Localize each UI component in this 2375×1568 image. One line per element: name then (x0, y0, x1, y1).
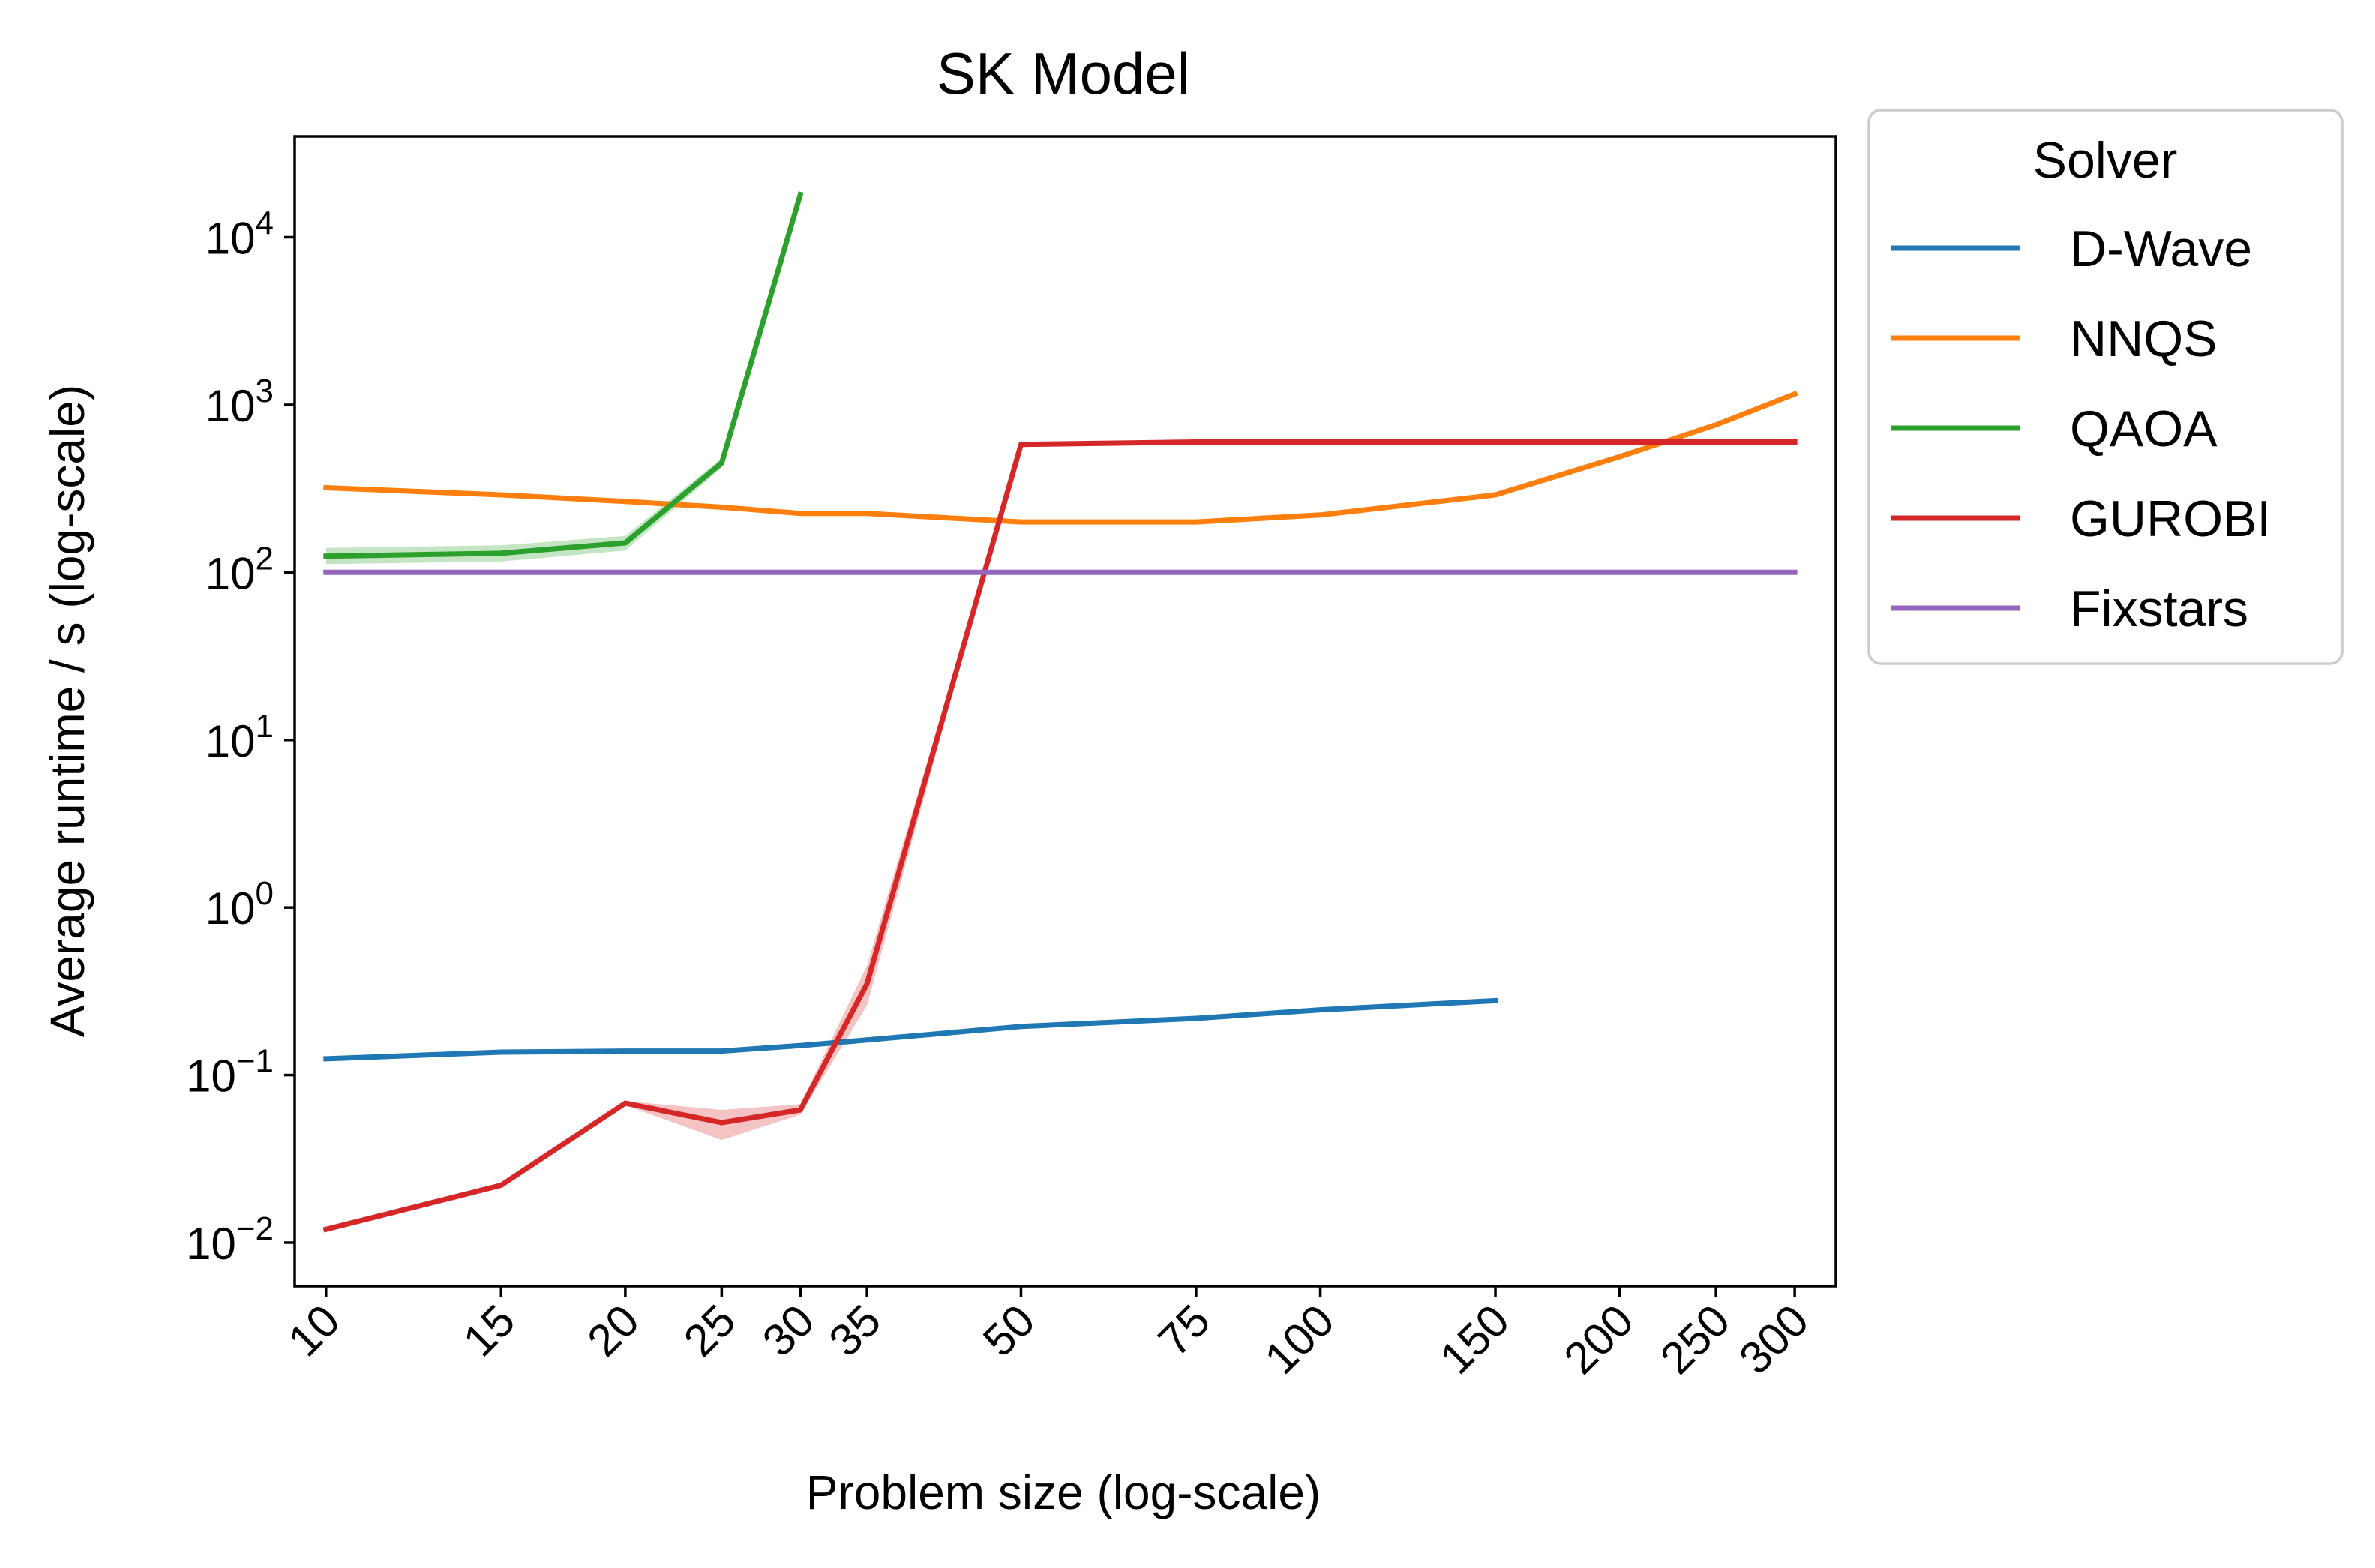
legend-entries: D-Wave NNQS QAOA GUROBI Fixstars (1891, 220, 2271, 637)
x-axis-label: Problem size (log-scale) (806, 1465, 1321, 1519)
y-axis-label: Average runtime / s (log-scale) (40, 385, 94, 1037)
series-lines (322, 191, 1798, 1233)
chart-title: SK Model (937, 40, 1190, 106)
legend-label-nnqs: NNQS (2070, 310, 2217, 367)
legend-label-d-wave: D-Wave (2070, 220, 2252, 277)
legend-label-fixstars: Fixstars (2070, 580, 2248, 637)
legend-label-gurobi: GUROBI (2070, 490, 2271, 547)
plot-frame (293, 135, 1837, 1288)
legend-label-qaoa: QAOA (2070, 400, 2218, 457)
plot-area (293, 135, 1837, 1288)
legend-title: Solver (2033, 132, 2178, 189)
series-line-nnqs (323, 390, 1798, 525)
series-line-gurobi (322, 439, 1798, 1233)
series-line-qaoa (323, 191, 804, 559)
legend: Solver D-Wave NNQS QAOA GUROBI Fixstars (1867, 109, 2344, 665)
